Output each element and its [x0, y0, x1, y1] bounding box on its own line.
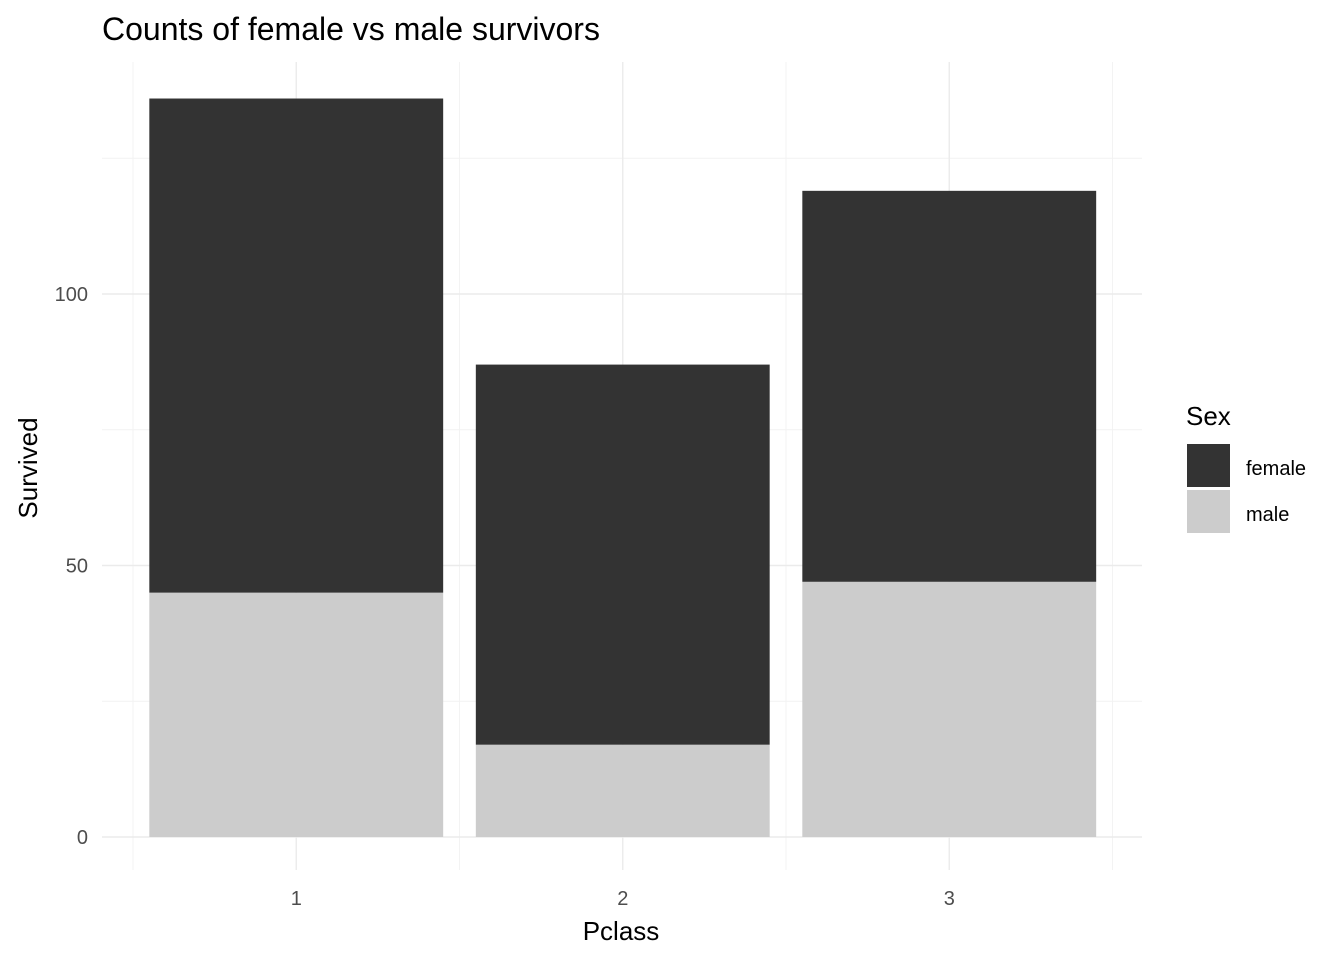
bar-male-class-1 [149, 592, 444, 837]
tick-labels: 0 50 100 1 2 3 [55, 284, 955, 910]
legend-key-male [1187, 490, 1230, 533]
chart-title: Counts of female vs male survivors [102, 11, 600, 47]
y-axis-title: Survived [13, 417, 43, 518]
bars [149, 98, 1097, 837]
legend-label-male: male [1246, 504, 1289, 526]
legend-key-female [1187, 444, 1230, 487]
bar-male-class-2 [475, 744, 770, 837]
y-tick-label: 50 [66, 556, 88, 578]
legend-label-female: female [1246, 458, 1306, 480]
legend-title: Sex [1186, 401, 1231, 431]
x-tick-label: 1 [291, 888, 302, 910]
bar-female-class-3 [802, 190, 1097, 582]
bar-female-class-1 [149, 98, 444, 593]
bar-female-class-2 [475, 364, 770, 745]
legend: Sex female male [1186, 401, 1306, 533]
x-tick-label: 3 [944, 888, 955, 910]
x-axis-title: Pclass [583, 916, 660, 946]
x-tick-label: 2 [617, 888, 628, 910]
y-tick-label: 0 [77, 827, 88, 849]
y-tick-label: 100 [55, 284, 88, 306]
bar-male-class-3 [802, 581, 1097, 837]
